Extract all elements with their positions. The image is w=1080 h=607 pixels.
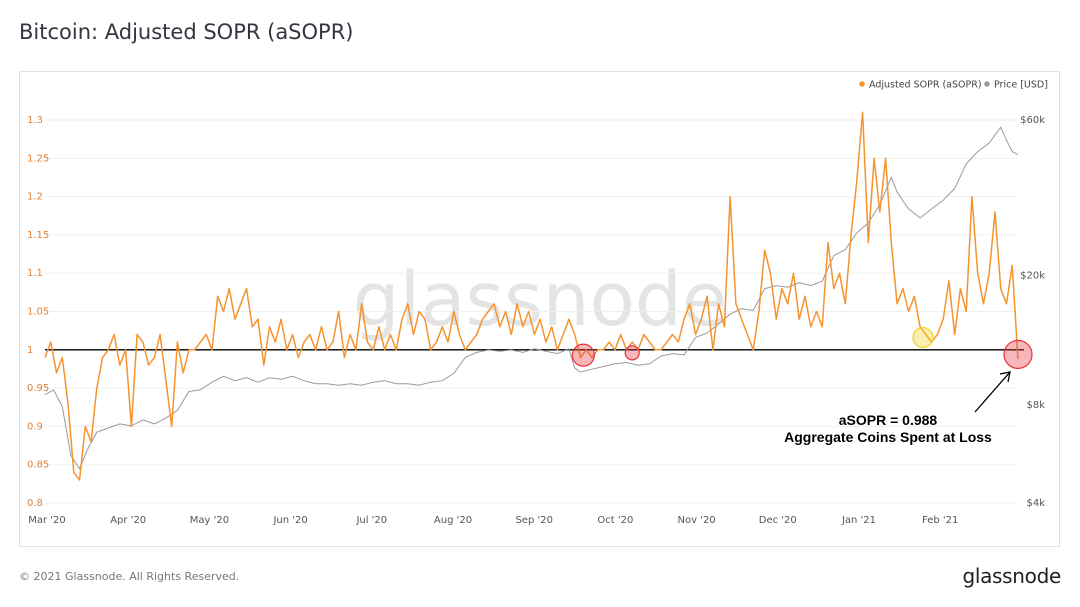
y-left-tick-label: 1 xyxy=(27,345,33,356)
y-right-tick-label: $8k xyxy=(1026,400,1045,411)
x-tick-label: Feb '21 xyxy=(922,515,958,526)
x-tick-label: Dec '20 xyxy=(759,515,797,526)
y-left-tick-label: 0.95 xyxy=(27,383,49,394)
y-left-tick-label: 1.3 xyxy=(27,115,43,126)
annotation-line1: aSOPR = 0.988 xyxy=(839,412,938,428)
y-left-tick-label: 1.15 xyxy=(27,230,49,241)
legend: Adjusted SOPR (aSOPR) Price [USD] xyxy=(859,80,1048,91)
loss-marker xyxy=(571,343,595,367)
asopr-line xyxy=(44,111,1019,481)
markers-group xyxy=(571,326,1033,369)
loss-marker xyxy=(624,345,640,361)
watermark-text: glassnode xyxy=(353,257,728,343)
gridlines xyxy=(45,119,1024,504)
x-tick-label: Jun '20 xyxy=(272,515,307,526)
legend-label: Adjusted SOPR (aSOPR) xyxy=(869,80,982,91)
y-left-tick-label: 1.25 xyxy=(27,153,49,164)
y-left-tick-label: 1.2 xyxy=(27,192,43,203)
y-left-tick-label: 0.9 xyxy=(27,421,43,432)
y-left-tick-label: 0.8 xyxy=(27,498,43,509)
page-title: Bitcoin: Adjusted SOPR (aSOPR) xyxy=(19,20,354,44)
x-axis: Mar '20 Apr '20 May '20 Jun '20 Jul '20 Aug '… xyxy=(28,515,958,526)
y-left-tick-label: 1.1 xyxy=(27,268,43,279)
x-tick-label: Oct '20 xyxy=(597,515,633,526)
y-right-tick-label: $4k xyxy=(1026,498,1045,509)
footer-logo: glassnode xyxy=(962,564,1061,588)
x-tick-label: Nov '20 xyxy=(678,515,716,526)
y-right-tick-label: $60k xyxy=(1020,115,1045,126)
x-tick-label: Sep '20 xyxy=(515,515,553,526)
x-tick-label: Mar '20 xyxy=(28,515,66,526)
y-left-tick-label: 1.05 xyxy=(27,307,49,318)
x-tick-label: Jan '21 xyxy=(841,515,876,526)
legend-label: Price [USD] xyxy=(994,80,1048,91)
legend-swatch xyxy=(859,81,865,87)
x-tick-label: Apr '20 xyxy=(110,515,146,526)
series-group xyxy=(44,111,1019,481)
y-axis-right: $60k $20k $8k $4k xyxy=(1020,115,1045,509)
footer-copyright: © 2021 Glassnode. All Rights Reserved. xyxy=(19,570,240,583)
annotation-arrow xyxy=(974,371,1011,413)
y-axis-left: 1.3 1.25 1.2 1.15 1.1 1.05 1 0.95 0.9 0.85 0.8 xyxy=(27,115,49,509)
gain-marker xyxy=(912,326,934,349)
annotation-arrowhead xyxy=(999,371,1011,383)
annotation-line2: Aggregate Coins Spent at Loss xyxy=(784,429,992,445)
y-left-tick-label: 0.85 xyxy=(27,460,49,471)
y-right-tick-label: $20k xyxy=(1020,270,1045,281)
legend-swatch xyxy=(984,81,990,87)
x-tick-label: Aug '20 xyxy=(434,515,472,526)
x-tick-label: Jul '20 xyxy=(355,515,387,526)
x-tick-label: May '20 xyxy=(190,515,229,526)
loss-marker xyxy=(1003,339,1033,369)
annotation: aSOPR = 0.988 Aggregate Coins Spent at L… xyxy=(784,371,1011,445)
chart-frame xyxy=(19,71,1060,547)
